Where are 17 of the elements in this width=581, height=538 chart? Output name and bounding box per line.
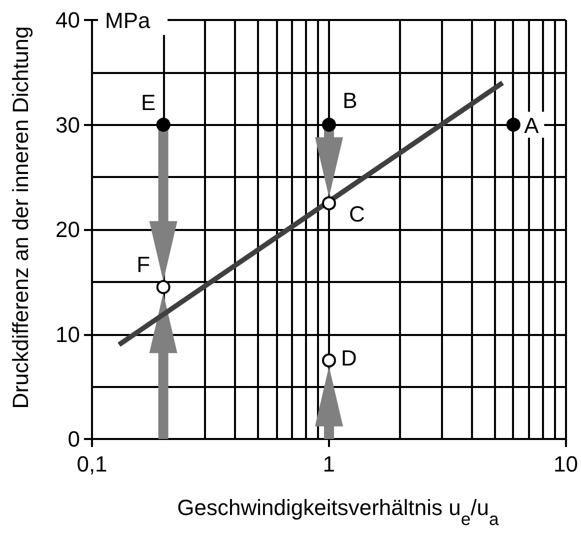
annotation: A xyxy=(524,112,540,138)
annotation: E xyxy=(141,89,156,114)
x-tick-label: 1 xyxy=(322,452,336,476)
y-tick-label: 40 xyxy=(56,8,80,32)
annotation: MPa xyxy=(105,8,151,32)
annotation: C xyxy=(349,200,366,226)
y-tick-label: 10 xyxy=(56,322,80,347)
y-tick-label: 0 xyxy=(68,426,80,452)
x-tick-label: 0,1 xyxy=(76,452,108,476)
y-tick-label: 20 xyxy=(56,217,80,242)
x-tick-label: 10 xyxy=(554,452,578,476)
y-tick-label: 30 xyxy=(56,112,80,138)
annotation: B xyxy=(342,87,358,112)
x-axis-title: Geschwindigkeitsverhältnis u$_{e}$/u$_{a}$ xyxy=(177,495,500,529)
y-axis-title: Druckdifferenz an der inneren Dichtung xyxy=(8,26,32,409)
annotation: D xyxy=(341,344,357,370)
annotation: F xyxy=(136,252,150,277)
